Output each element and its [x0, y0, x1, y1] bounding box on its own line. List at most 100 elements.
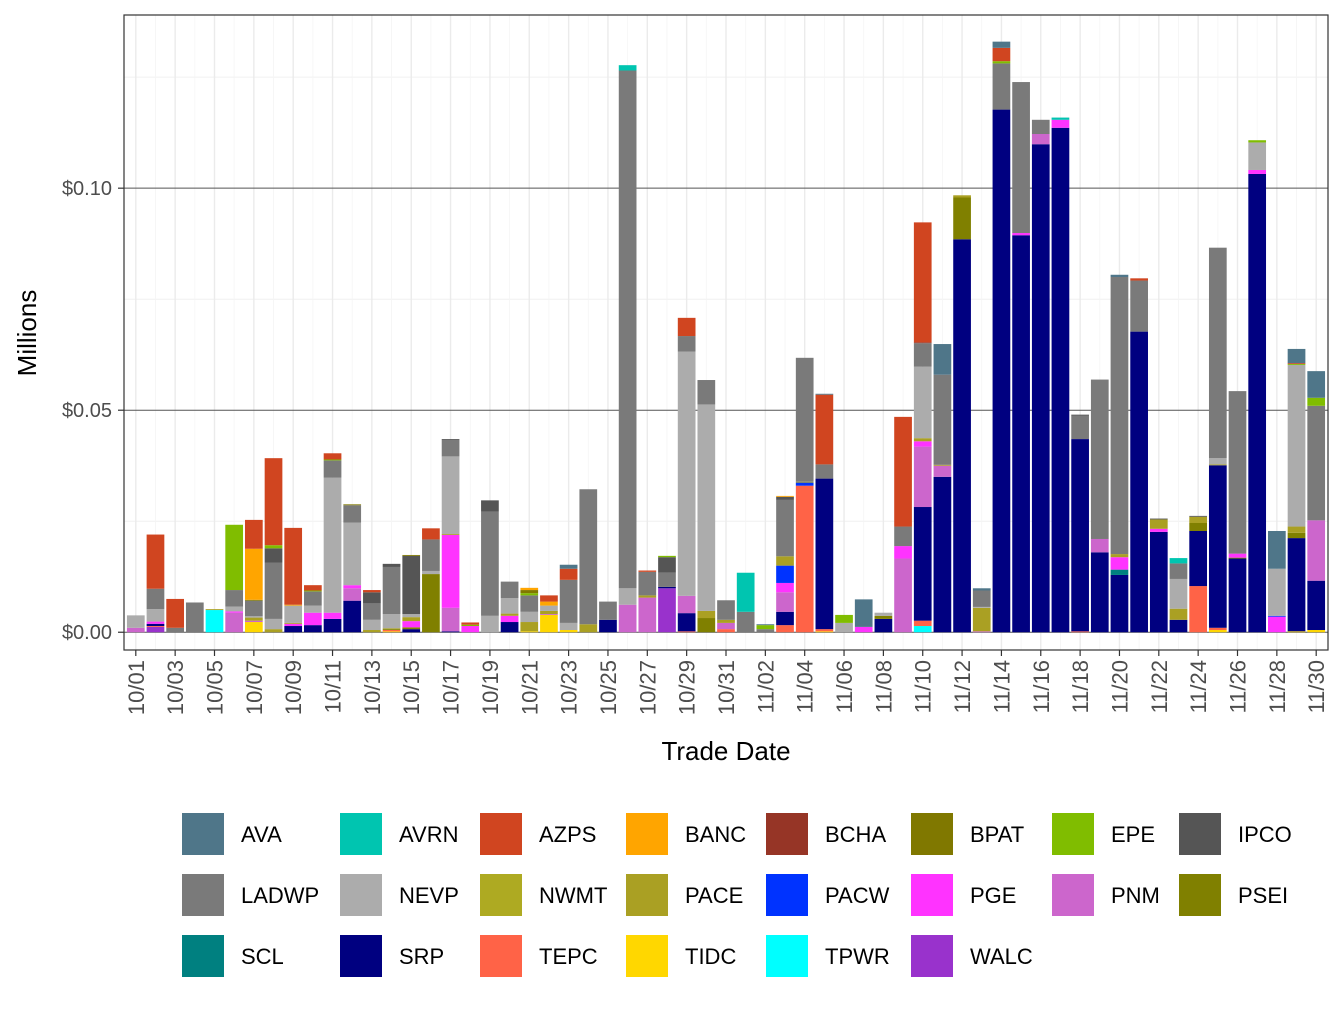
bar-segment-PNM	[225, 612, 244, 633]
bar-segment-AVRN	[736, 572, 755, 612]
legend-label: LADWP	[241, 883, 319, 908]
bar-segment-SRP	[284, 626, 303, 633]
x-axis: 10/01 10/03 10/05 10/07 10/09 10/11 10/13 10/15…	[124, 650, 1329, 715]
x-tick-label: 11/28	[1265, 660, 1290, 713]
bar-segment-NEVP	[441, 456, 460, 535]
bar-segment-WALC	[146, 626, 165, 633]
bar-segment-LADWP	[1090, 379, 1109, 539]
legend-label: IPCO	[1238, 822, 1292, 847]
bar-segment-PGE	[225, 611, 244, 613]
bar-segment-PNM	[933, 465, 952, 477]
bar-segment-AZPS	[559, 568, 578, 580]
bar-segment-BPAT	[402, 554, 421, 556]
bar-segment-SRP	[1031, 144, 1050, 633]
legend-label: TIDC	[685, 944, 736, 969]
bar-segment-NEVP	[1208, 458, 1227, 465]
x-tick-label: 10/23	[557, 660, 582, 715]
bar-11/04	[795, 357, 814, 633]
bar-segment-LADWP	[1169, 563, 1188, 579]
bar-segment-NEVP	[618, 588, 637, 605]
bar-segment-SRP	[933, 476, 952, 633]
bar-11/03	[776, 495, 794, 633]
bar-11/10	[913, 222, 932, 633]
x-tick-label: 11/10	[911, 660, 936, 713]
bar-10/16	[422, 528, 440, 633]
bar-segment-AVA	[972, 588, 991, 591]
legend: AVA AVRN AZPS BANC BCHA BPAT EPE IPCO LADWP NEVP N…	[182, 813, 1292, 977]
bar-segment-LADWP	[225, 590, 244, 607]
bar-segment-LADWP	[520, 595, 539, 612]
bar-segment-NEVP	[1287, 364, 1306, 527]
legend-item-PACW: PACW	[766, 874, 890, 916]
bar-segment-TIDC	[540, 614, 558, 633]
bar-segment-PGE	[1228, 553, 1247, 558]
bar-segment-SRP	[1051, 127, 1070, 633]
bar-segment-PACE	[972, 607, 991, 632]
bar-segment-SRP	[500, 622, 519, 633]
bar-segment-NEVP	[304, 605, 322, 613]
bar-segment-SCL	[1110, 569, 1129, 575]
legend-label: AVRN	[399, 822, 459, 847]
bar-segment-PGE	[284, 623, 303, 627]
bar-segment-LADWP	[500, 581, 519, 599]
bar-segment-NEVP	[559, 622, 578, 631]
bar-segment-EPE	[756, 625, 775, 630]
bar-segment-LADWP	[244, 600, 263, 617]
bar-segment-PGE	[1012, 233, 1030, 236]
bar-segment-PGE	[146, 621, 165, 624]
bar-11/17	[1051, 117, 1070, 633]
legend-label: AZPS	[539, 822, 596, 847]
bar-11/24	[1189, 515, 1208, 633]
bar-segment-PACE	[1169, 608, 1188, 620]
legend-key	[1052, 874, 1094, 916]
bar-segment-AZPS	[363, 590, 381, 593]
bar-segment-PACW	[795, 482, 814, 486]
bar-11/22	[1149, 518, 1168, 633]
bar-segment-AZPS	[146, 534, 165, 589]
legend-label: AVA	[241, 822, 282, 847]
bar-segment-NEVP	[500, 598, 519, 614]
bar-10/09	[284, 527, 303, 633]
bar-segment-LADWP	[441, 439, 460, 457]
legend-item-PSEI: PSEI	[1179, 874, 1288, 916]
bar-11/13	[972, 588, 991, 633]
bar-11/26	[1228, 391, 1247, 633]
legend-item-LADWP: LADWP	[182, 874, 319, 916]
x-tick-label: 11/16	[1029, 660, 1054, 713]
legend-item-AZPS: AZPS	[480, 813, 596, 855]
bar-segment-NEVP	[323, 477, 342, 613]
bar-10/15	[402, 554, 421, 633]
bar-segment-PACE	[284, 622, 303, 624]
legend-item-PNM: PNM	[1052, 874, 1160, 916]
x-tick-label: 10/21	[517, 660, 542, 715]
bar-segment-PNM	[913, 446, 932, 508]
x-axis-title: Trade Date	[661, 736, 790, 766]
bar-segment-PNM	[776, 592, 794, 612]
bar-segment-SRP	[913, 507, 932, 621]
x-tick-label: 11/04	[793, 660, 818, 713]
bar-segment-AVA	[815, 393, 834, 395]
bar-segment-LADWP	[1208, 247, 1227, 459]
bar-segment-PGE	[776, 582, 794, 593]
legend-key	[626, 935, 668, 977]
bar-segment-AZPS	[913, 222, 932, 343]
bar-segment-EPE	[658, 555, 676, 558]
bar-segment-PNM	[1031, 134, 1050, 145]
bar-segment-PACE	[1287, 526, 1306, 533]
bar-segment-TEPC	[1208, 627, 1227, 631]
legend-key	[182, 813, 224, 855]
bar-segment-PACE	[205, 609, 224, 611]
bar-segment-PGE	[1267, 616, 1286, 633]
legend-label: PACW	[825, 883, 890, 908]
legend-item-TEPC: TEPC	[480, 935, 598, 977]
bar-segment-LADWP	[323, 460, 342, 478]
bar-segment-LADWP	[697, 380, 716, 405]
legend-key	[340, 935, 382, 977]
bar-11/02	[756, 624, 775, 633]
bar-segment-PNM	[1307, 520, 1326, 581]
bar-10/28	[658, 555, 676, 633]
bar-segment-BPAT	[520, 590, 539, 594]
bar-segment-PACE	[363, 630, 381, 633]
bar-segment-NEVP	[264, 618, 283, 630]
bar-segment-TIDC	[559, 630, 578, 633]
